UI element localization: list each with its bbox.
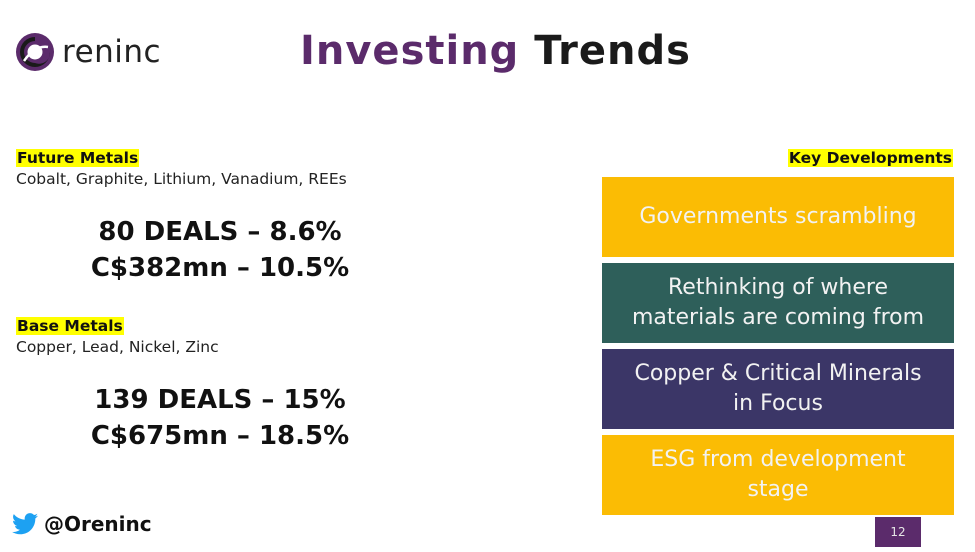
- key-developments-heading: Key Developments: [787, 148, 953, 167]
- twitter-handle[interactable]: @Oreninc: [12, 512, 152, 536]
- page-title: Investing Trends: [300, 28, 691, 74]
- key-developments-heading-text: Key Developments: [787, 149, 953, 167]
- oreninc-swirl-logo-icon: [16, 33, 54, 71]
- base-metals-heading: Base Metals: [16, 316, 124, 335]
- future-metals-deals-stat: 80 DEALS – 8.6%: [98, 217, 342, 247]
- development-card-line: Copper & Critical Minerals: [634, 361, 922, 386]
- future-metals-subtitle: Cobalt, Graphite, Lithium, Vanadium, REE…: [16, 170, 347, 188]
- future-metals-value-stat: C$382mn – 10.5%: [90, 253, 350, 283]
- base-metals-subtitle: Copper, Lead, Nickel, Zinc: [16, 338, 219, 356]
- future-metals-heading-text: Future Metals: [16, 149, 140, 167]
- development-card-line: stage: [747, 477, 809, 502]
- base-metals-heading-text: Base Metals: [16, 317, 124, 335]
- twitter-handle-text: @Oreninc: [44, 512, 152, 536]
- brand-name: reninc: [62, 34, 162, 70]
- development-card-rethinking: Rethinking of where materials are coming…: [602, 263, 954, 343]
- development-card-line: materials are coming from: [631, 305, 925, 330]
- development-card-esg: ESG from development stage: [602, 435, 954, 515]
- title-part-trends: Trends: [534, 28, 691, 74]
- development-card-line: in Focus: [733, 391, 823, 416]
- development-card-copper: Copper & Critical Minerals in Focus: [602, 349, 954, 429]
- brand-logo: reninc: [14, 30, 161, 74]
- development-card-line: Governments scrambling: [639, 204, 917, 229]
- base-metals-deals-stat: 139 DEALS – 15%: [94, 385, 346, 415]
- future-metals-heading: Future Metals: [16, 148, 140, 167]
- page-number: 12: [875, 517, 921, 547]
- base-metals-value-stat: C$675mn – 18.5%: [90, 421, 350, 451]
- title-part-investing: Investing: [300, 28, 520, 74]
- twitter-bird-icon: [12, 513, 38, 535]
- development-card-line: ESG from development: [650, 447, 906, 472]
- development-card-line: Rethinking of where: [668, 275, 888, 300]
- development-card-governments: Governments scrambling: [602, 177, 954, 257]
